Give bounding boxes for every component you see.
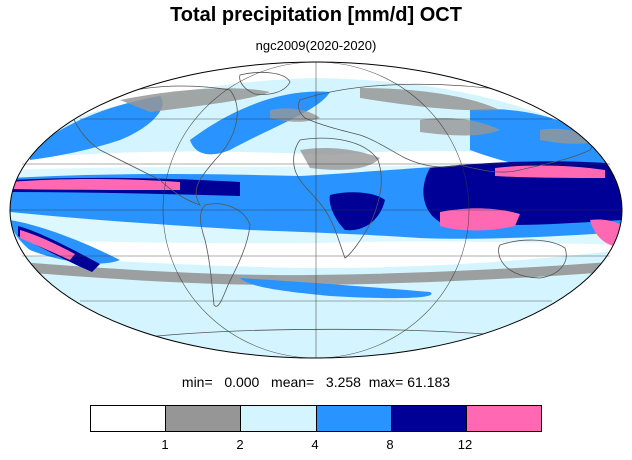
precip-band-southern-blue xyxy=(240,278,432,299)
stat-min-label: min= xyxy=(181,374,213,390)
stat-max-label: max= xyxy=(368,374,404,390)
coastline-north-america xyxy=(69,85,238,206)
colorbar-swatch-8-12 xyxy=(391,406,467,431)
precip-band-spcz-pink xyxy=(20,230,75,260)
stat-max-value: 61.183 xyxy=(407,374,451,390)
coastline-africa xyxy=(293,137,382,259)
precip-band-north-pacific-blue xyxy=(30,96,163,160)
stat-mean-label: mean= xyxy=(271,374,315,390)
coastline-australia xyxy=(498,239,567,279)
precip-band-south-pacific-convergence xyxy=(10,220,120,264)
plot-subtitle: ngc2009(2020-2020) xyxy=(255,38,377,53)
precip-band-north-atlantic-blue xyxy=(190,91,330,155)
colorbar-tick-label: 12 xyxy=(457,437,473,452)
precip-patch-gray-africa xyxy=(270,108,380,170)
coastline-south-america xyxy=(200,203,251,307)
colorbar-tick-label: 1 xyxy=(161,437,169,452)
coastline-greenland xyxy=(239,71,291,95)
precip-band-itcz-pink xyxy=(10,165,622,248)
precip-band-southern-gray xyxy=(20,262,610,286)
colorbar-swatch-0-1 xyxy=(91,406,167,431)
colorbar-swatch-1-2 xyxy=(166,406,242,431)
colorbar xyxy=(90,405,542,432)
colorbar-tick-label: 2 xyxy=(236,437,244,452)
precip-patch-gray-asia xyxy=(420,118,600,144)
colorbar-swatch-12-plus xyxy=(466,406,542,431)
map-outline xyxy=(9,61,623,359)
statistics-line: min= 0.000 mean= 3.258 max= 61.183 xyxy=(0,374,632,390)
colorbar-tick-label: 4 xyxy=(311,437,319,452)
colorbar-swatch-2-4 xyxy=(241,406,317,431)
precipitation-map xyxy=(9,61,623,359)
colorbar-swatch-4-8 xyxy=(316,406,392,431)
plot-title: Total precipitation [mm/d] OCT xyxy=(170,4,462,26)
precip-band-northern-gray xyxy=(120,88,500,112)
colorbar-tick-label: 8 xyxy=(386,437,394,452)
stat-mean-value: 3.258 xyxy=(325,374,361,390)
stat-min-value: 0.000 xyxy=(224,374,260,390)
